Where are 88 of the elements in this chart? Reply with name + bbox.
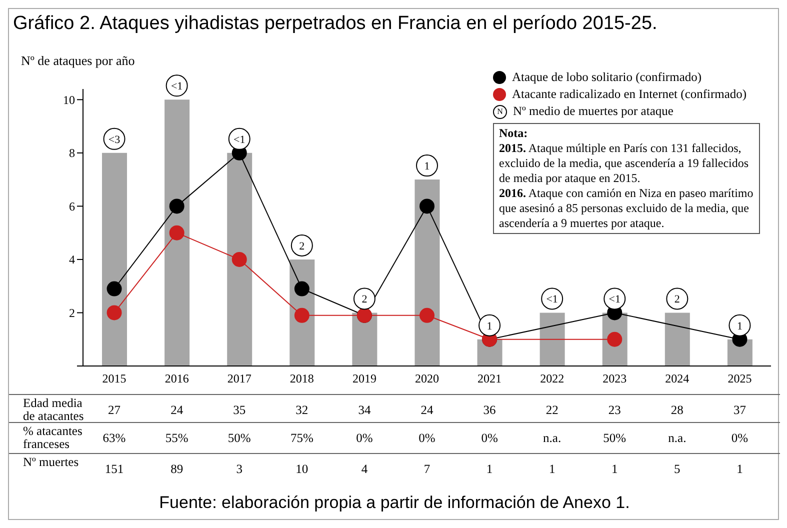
y-tick-label: 8 (69, 146, 75, 160)
chart-title: Gráfico 2. Ataques yihadistas perpetrados en Francia en el período 2015-25. (13, 13, 658, 35)
point (294, 308, 310, 323)
y-axis-title: Nº de ataques por año (21, 53, 135, 69)
annotation: <1 (608, 294, 620, 306)
bar (102, 152, 127, 366)
text: 24 (420, 403, 434, 418)
annotation: 1 (736, 320, 742, 332)
text: 4 (360, 462, 369, 477)
point (232, 252, 247, 267)
annotation: 1 (486, 320, 492, 332)
x-tick-label: 2019 (352, 372, 376, 386)
text: n.a. (542, 431, 562, 446)
bar (227, 152, 252, 366)
y-tick-label: 4 (69, 252, 75, 267)
x-tick-label: 2022 (540, 372, 564, 386)
annotation: 2 (362, 294, 368, 306)
text: 27 (107, 403, 122, 418)
text: 0% (418, 431, 436, 446)
text: 28 (670, 403, 684, 418)
text: 7 (422, 462, 432, 477)
x-tick-label: 2025 (728, 372, 752, 386)
text: Edad media de atacantes (23, 396, 85, 423)
text: 55% (164, 431, 190, 446)
text: Nº muertes (23, 455, 80, 469)
text: 5 (673, 462, 682, 477)
text: 35 (232, 403, 247, 418)
text: 63% (102, 431, 127, 446)
text: % atacantes franceses (23, 424, 84, 451)
point (294, 281, 310, 296)
annotation: Nota: (499, 126, 529, 141)
point (106, 305, 122, 320)
bar (414, 180, 440, 366)
y-tick-label: 10 (63, 92, 75, 107)
text: 0% (730, 431, 750, 446)
point (420, 198, 434, 214)
annotation: <1 (546, 294, 558, 306)
text: 0% (480, 431, 499, 446)
text: 22 (544, 403, 560, 418)
x-tick-label: 2017 (227, 372, 252, 386)
annotation: <1 (234, 134, 246, 146)
x-tick-label: 2021 (478, 372, 502, 386)
bar (540, 312, 565, 366)
x-tick-label: 2020 (415, 372, 439, 386)
text: 1 (610, 462, 619, 477)
annotation: 2016. Ataque con camión en Niza en paseo marítimo que asesinó a 85 personas excluido de la media, que ascendería a 9 muertes por ataque. (499, 186, 754, 230)
text: 151 (104, 462, 125, 477)
annotation: 2015. Ataque múltiple en París con 131 fallecidos, excluido de la media, que ascendería a 19 fallecidos de media por ataque en 2015. (499, 141, 749, 185)
text: 0% (355, 431, 374, 446)
text: 3 (235, 462, 244, 477)
annotation: <1 (170, 80, 183, 93)
source-note: Fuente: elaboración propia a partir de información de Anexo 1. (158, 493, 631, 513)
text: 10 (294, 462, 310, 477)
x-tick-label: 2018 (290, 372, 314, 386)
x-tick-label: 2024 (665, 372, 690, 386)
legend-label: Atacante radicalizado en Internet (confirmado) (512, 86, 747, 103)
point (169, 198, 184, 214)
x-tick-label: 2016 (164, 372, 189, 386)
text: 1 (485, 462, 494, 477)
x-tick-label: 2015 (102, 372, 126, 386)
circled-letter-icon: N (493, 104, 507, 118)
text: 23 (607, 403, 622, 418)
annotation: 2 (299, 240, 305, 252)
text: 36 (482, 403, 497, 418)
bar (164, 100, 190, 366)
bar (664, 312, 690, 366)
text: 75% (289, 431, 314, 446)
y-tick-label: 6 (69, 199, 75, 214)
text: 34 (357, 403, 372, 418)
text: 37 (732, 403, 747, 418)
text: 32 (294, 403, 310, 418)
text: 1 (736, 462, 744, 477)
point (106, 281, 122, 296)
annotation: 1 (424, 160, 430, 173)
annotation: <3 (108, 134, 121, 146)
text: 50% (602, 431, 628, 446)
text: 1 (548, 462, 556, 477)
annotation: 2 (674, 294, 680, 306)
text: 50% (226, 431, 252, 446)
point (169, 225, 184, 240)
point (420, 308, 434, 323)
text: 89 (170, 462, 184, 477)
x-tick-label: 2023 (602, 372, 627, 386)
text: n.a. (667, 431, 688, 446)
text: 24 (170, 403, 184, 418)
y-tick-label: 2 (69, 306, 75, 320)
annotation: Nº medio de muertes por ataque (513, 103, 674, 120)
legend-label: Ataque de lobo solitario (confirmado) (512, 69, 702, 86)
